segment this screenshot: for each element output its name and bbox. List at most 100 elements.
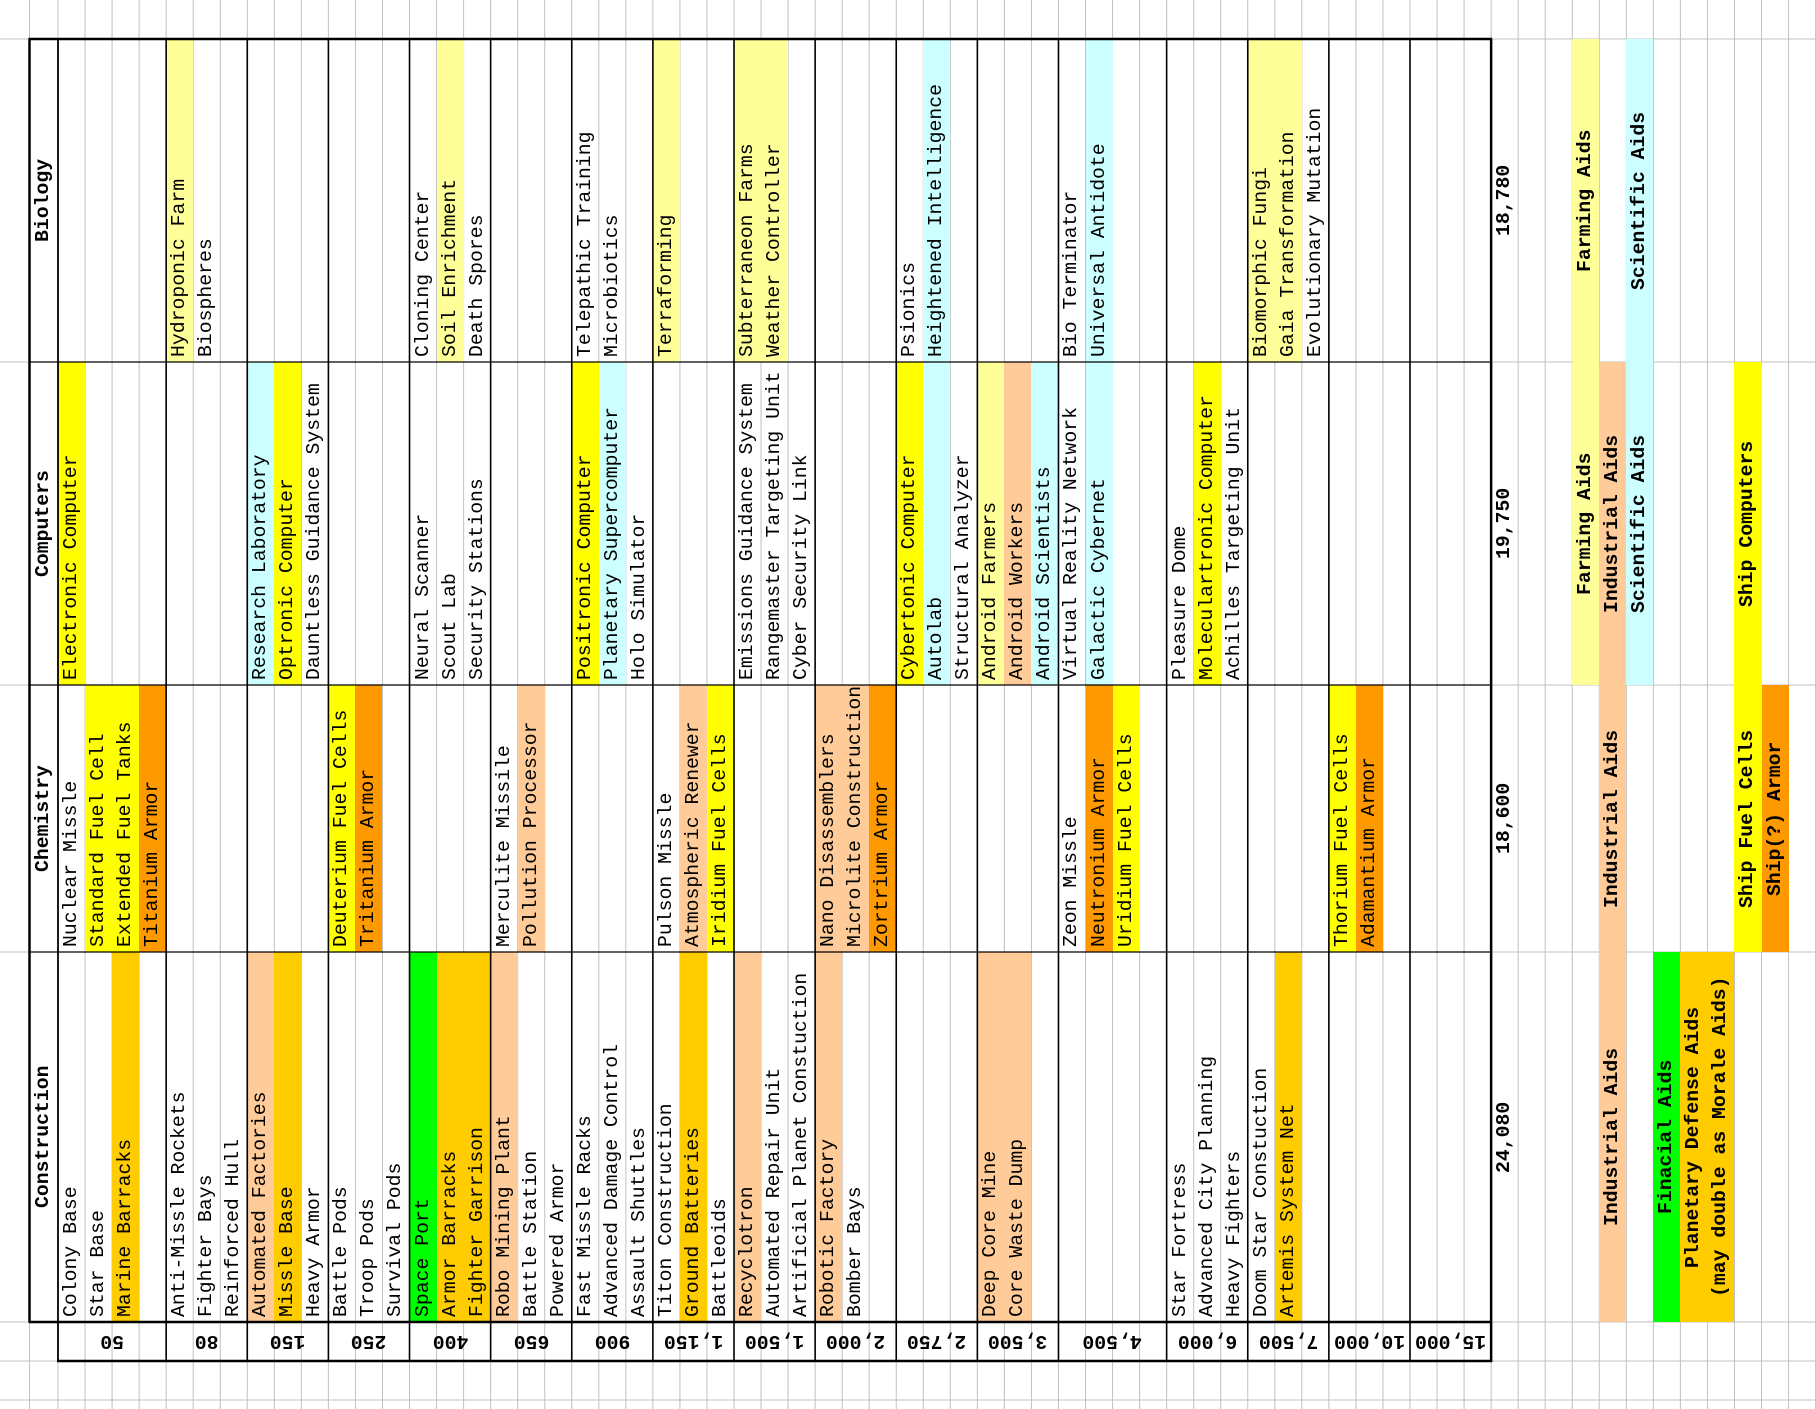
- tech-cell-label: Cloning Center: [411, 190, 434, 357]
- legend-swatch-scientific: [1626, 39, 1654, 362]
- tech-cell: Battleoids: [707, 952, 734, 1322]
- tech-cell-label: Heightened Intelligence: [925, 83, 948, 357]
- cell-highlight-farming: [166, 39, 194, 362]
- tech-cell-label: Optronic Computer: [276, 478, 299, 680]
- cell-highlight-ship: [85, 685, 113, 952]
- research-cost-label: 6,000: [1177, 1330, 1237, 1353]
- cell-highlight-armor: [869, 685, 897, 952]
- tech-cell: Soil Enrichment: [437, 39, 464, 362]
- tech-cell: Artificial Planet Constuction: [788, 952, 815, 1322]
- tech-cell-label: Terraforming: [654, 214, 677, 357]
- tech-cell: Core Waste Dump: [1004, 952, 1031, 1322]
- tech-cell: Neural Scanner: [410, 362, 437, 685]
- section-header-cons: Construction: [30, 952, 59, 1322]
- section-total-bio: 18,780: [1491, 39, 1518, 362]
- tech-cell-label: Battleoids: [708, 1198, 731, 1317]
- cell-highlight-industrial: [679, 685, 707, 952]
- tech-cell: Optronic Computer: [274, 362, 301, 685]
- research-cost-label: 1,150: [663, 1330, 724, 1353]
- research-cost-label: 10,000: [1333, 1330, 1406, 1353]
- tech-cell-label: Pleasure Dome: [1168, 525, 1191, 680]
- tech-cell-label: Holo Simulator: [627, 513, 650, 680]
- tech-cell: Titon Construction: [653, 952, 680, 1322]
- tech-cell-label: Deuterium Fuel Cells: [330, 709, 353, 947]
- tech-cell: Adamantium Armor: [1356, 685, 1383, 952]
- cell-highlight-defense: [463, 952, 491, 1322]
- tech-cell-label: Zortrium Armor: [871, 780, 894, 947]
- tech-cell-label: Advanced Damage Control: [600, 1043, 623, 1317]
- legend-label-industrial-label: Industrial Aids: [1601, 1047, 1624, 1227]
- tech-cell: Thorium Fuel Cells: [1329, 685, 1356, 952]
- legend-label-industrial: Industrial Aids: [1599, 362, 1626, 685]
- tech-cell-label: Zeon Missle: [1060, 816, 1083, 947]
- tech-cell: Reinforced Hull: [220, 952, 247, 1322]
- tech-cell: Heavy Fighters: [1221, 952, 1248, 1322]
- legend-label-defense-label: Planetary Defense Aids: [1682, 1006, 1705, 1268]
- tech-cell: Robotic Factory: [815, 952, 842, 1322]
- tech-cell: Positronic Computer: [572, 362, 599, 685]
- tech-cell: Security Stations: [464, 362, 491, 685]
- tech-cell-label: Universal Antidote: [1087, 143, 1110, 357]
- tech-cell: Biospheres: [193, 39, 220, 362]
- tech-cell-label: Pulson Missle: [654, 792, 677, 947]
- tech-cell-label: Armor Barracks: [438, 1150, 461, 1317]
- tech-cell: Death Spores: [464, 39, 491, 362]
- tech-cell-label: Survival Pods: [384, 1162, 407, 1317]
- tech-cell-label: Recyclotron: [736, 1186, 758, 1317]
- tech-cell: Zortrium Armor: [869, 685, 896, 952]
- tech-cell: Iridium Fuel Cells: [707, 685, 734, 952]
- tech-cell: Microlite Construction: [842, 685, 869, 952]
- research-cost-label: 1,500: [744, 1330, 805, 1353]
- tech-cell-label: Research Laboratory: [249, 454, 272, 680]
- legend-label-industrial: Industrial Aids: [1599, 952, 1626, 1322]
- research-cost-label: 4,500: [1082, 1330, 1143, 1353]
- tech-cell-label: Microbiotics: [600, 214, 623, 357]
- tech-cell: Gaia Transformation: [1275, 39, 1302, 362]
- tech-cell: Terraforming: [653, 39, 680, 362]
- tech-cell: Android Scientists: [1031, 362, 1058, 685]
- section-header-chem: Chemistry: [30, 685, 59, 952]
- tech-cell-label: Core Waste Dump: [1006, 1138, 1029, 1317]
- cell-highlight-industrial: [247, 952, 275, 1322]
- tech-cell-label: Robotic Factory: [817, 1138, 840, 1317]
- cell-highlight-farming: [734, 39, 762, 362]
- tech-cell: Fighter Bays: [193, 952, 220, 1322]
- tech-cell-label: Weather Controller: [763, 143, 786, 357]
- research-cost-label: 250: [351, 1330, 387, 1353]
- tech-cell-label: Android Scientists: [1033, 466, 1056, 680]
- cell-highlight-farming: [977, 362, 1005, 685]
- tech-cell: Zeon Missle: [1058, 685, 1085, 952]
- tech-cell-label: Pollution Processor: [519, 721, 542, 947]
- legend-label-ship: Ship Fuel Cells: [1734, 685, 1761, 952]
- tech-cell-label: Artemis System Net: [1276, 1103, 1299, 1317]
- tech-cell: Cloning Center: [410, 39, 437, 362]
- cell-highlight-ship: [274, 362, 302, 685]
- tech-cell-label: Adamantium Armor: [1357, 757, 1380, 947]
- tech-cell: Deep Core Mine: [977, 952, 1004, 1322]
- tech-cell: Planetary Supercomputer: [599, 362, 626, 685]
- legend-label-financial: Finacial Aids: [1653, 952, 1680, 1322]
- tech-cell: Battle Pods: [328, 952, 355, 1322]
- tech-cell: Pulson Missle: [653, 685, 680, 952]
- tech-cell-label: Android Workers: [1006, 501, 1029, 680]
- research-cost-label: 150: [270, 1330, 306, 1353]
- legend-label-scientific-label: Scientific Aids: [1628, 111, 1651, 290]
- tech-cell-label: Ground Batteries: [681, 1127, 704, 1317]
- legend-sublabel-defense-label: (may double as Morale Aids): [1709, 976, 1732, 1298]
- tech-cell: Hydroponic Farm: [166, 39, 193, 362]
- tech-cell: Recyclotron: [734, 952, 761, 1322]
- cell-highlight-industrial: [1004, 952, 1032, 1322]
- cell-highlight-ship: [571, 362, 599, 685]
- section-total-chem: 18,600: [1491, 685, 1518, 952]
- cell-highlight-industrial: [842, 685, 870, 952]
- tech-cell-label: Battle Station: [519, 1150, 542, 1317]
- research-cost-label: 2,000: [825, 1330, 886, 1353]
- tech-cell: Biomorphic Fungi: [1248, 39, 1275, 362]
- legend-label-armor: Ship(?) Armor: [1762, 685, 1789, 952]
- tech-cell: Nano Disassemblers: [815, 685, 842, 952]
- tech-cell: Psionics: [896, 39, 923, 362]
- section-header-bio-label: Biology: [31, 158, 54, 243]
- tech-cell: Missle Base: [274, 952, 301, 1322]
- cell-highlight-defense: [1274, 952, 1302, 1322]
- tech-cell-label: Galactic Cybernet: [1087, 478, 1110, 680]
